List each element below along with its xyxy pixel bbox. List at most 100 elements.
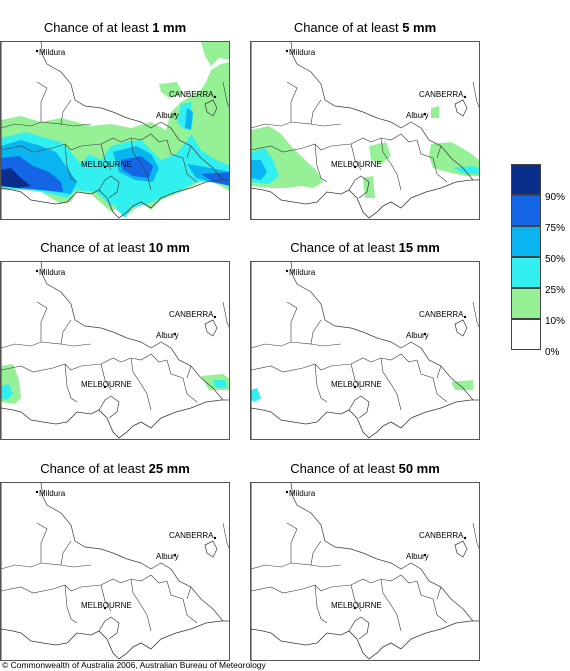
map-svg: Mildura CANBERRA Albury MELBOURNE bbox=[1, 262, 229, 439]
boundary-line bbox=[251, 179, 479, 219]
albury-label: Albury bbox=[406, 331, 429, 340]
boundary-line bbox=[348, 395, 370, 419]
map-svg: Mildura CANBERRA Albury MELBOURNE bbox=[1, 483, 229, 660]
boundary-line bbox=[36, 301, 48, 342]
boundary-line bbox=[166, 139, 198, 183]
mildura-label: Mildura bbox=[289, 489, 316, 498]
albury-marker-icon bbox=[423, 553, 427, 557]
canberra-marker-icon bbox=[213, 95, 217, 99]
boundary-line bbox=[98, 395, 120, 419]
mildura-marker-icon bbox=[285, 269, 289, 273]
legend-label: 90% bbox=[545, 192, 566, 203]
albury-label: Albury bbox=[156, 331, 179, 340]
legend-label: 0% bbox=[545, 347, 560, 358]
rainfall-map: Mildura CANBERRA Albury MELBOURNE bbox=[0, 482, 230, 661]
albury-marker-icon bbox=[173, 112, 177, 116]
boundary-line bbox=[380, 137, 402, 191]
boundary-line bbox=[60, 343, 92, 347]
boundary-line bbox=[60, 123, 92, 127]
mildura-label: Mildura bbox=[289, 48, 316, 57]
boundary-line bbox=[40, 483, 224, 622]
panel-title: Chance of at least 25 mm bbox=[40, 461, 190, 476]
rainfall-map: Mildura CANBERRA Albury MELBOURNE bbox=[250, 41, 480, 220]
boundary-line bbox=[286, 301, 298, 342]
melbourne-label: MELBOURNE bbox=[81, 380, 132, 389]
boundary-line bbox=[130, 357, 152, 411]
boundary-line bbox=[370, 133, 418, 143]
boundary-line bbox=[251, 319, 322, 349]
boundary-line bbox=[370, 574, 418, 584]
canberra-marker-icon bbox=[213, 536, 217, 540]
city-markers: Mildura CANBERRA Albury MELBOURNE bbox=[35, 489, 217, 610]
rainfall-map: Mildura CANBERRA Albury MELBOURNE bbox=[250, 261, 480, 440]
boundary-line bbox=[286, 81, 298, 122]
canberra-label: CANBERRA bbox=[169, 531, 214, 540]
boundary-line bbox=[290, 483, 474, 622]
legend-label: 75% bbox=[545, 223, 566, 234]
boundary-line bbox=[36, 81, 48, 122]
legend-swatch-50 bbox=[511, 226, 541, 257]
mildura-marker-icon bbox=[35, 490, 39, 494]
boundary-line bbox=[251, 578, 372, 594]
probability-region bbox=[213, 380, 227, 388]
boundary-line bbox=[286, 522, 298, 563]
boundary-lines bbox=[251, 42, 479, 219]
boundary-line bbox=[380, 357, 402, 411]
boundary-line bbox=[436, 145, 442, 159]
albury-marker-icon bbox=[423, 112, 427, 116]
map-svg: Mildura CANBERRA Albury MELBOURNE bbox=[251, 42, 479, 219]
copyright-notice: © Commonwealth of Australia 2006, Austra… bbox=[2, 660, 266, 670]
melbourne-marker-icon bbox=[353, 606, 357, 610]
boundary-line bbox=[454, 540, 468, 558]
probability-region bbox=[1, 168, 31, 188]
boundary-line bbox=[1, 578, 122, 594]
boundary-line bbox=[204, 540, 218, 558]
mildura-label: Mildura bbox=[39, 48, 66, 57]
boundary-line bbox=[436, 586, 442, 600]
mildura-label: Mildura bbox=[39, 268, 66, 277]
boundary-line bbox=[472, 301, 479, 328]
boundary-line bbox=[130, 137, 152, 191]
boundary-line bbox=[350, 363, 362, 391]
albury-marker-icon bbox=[423, 332, 427, 336]
boundary-line bbox=[130, 578, 152, 632]
probability-region bbox=[109, 190, 131, 218]
boundary-line bbox=[100, 143, 112, 171]
probability-region bbox=[159, 82, 183, 98]
canberra-label: CANBERRA bbox=[419, 90, 464, 99]
probability-region bbox=[201, 172, 229, 186]
legend-swatch-0 bbox=[511, 319, 541, 350]
boundary-line bbox=[251, 357, 372, 373]
rainfall-map: Mildura CANBERRA Albury MELBOURNE bbox=[250, 482, 480, 661]
canberra-marker-icon bbox=[463, 95, 467, 99]
legend-label: 10% bbox=[545, 316, 566, 327]
boundary-lines bbox=[251, 483, 479, 660]
probability-region bbox=[369, 142, 391, 164]
boundary-line bbox=[1, 399, 229, 439]
boundary-line bbox=[1, 620, 229, 660]
boundary-line bbox=[1, 319, 72, 349]
boundary-line bbox=[1, 179, 229, 219]
mildura-label: Mildura bbox=[39, 489, 66, 498]
probability-region bbox=[453, 166, 479, 174]
boundary-line bbox=[436, 365, 442, 379]
canberra-label: CANBERRA bbox=[169, 310, 214, 319]
probability-legend: 90% 75% 50% 25% 10% 0% bbox=[511, 164, 567, 358]
boundary-line bbox=[204, 99, 218, 117]
boundary-line bbox=[251, 399, 479, 439]
city-markers: Mildura CANBERRA Albury MELBOURNE bbox=[35, 268, 217, 389]
melbourne-marker-icon bbox=[103, 385, 107, 389]
boundary-line bbox=[36, 522, 48, 563]
boundary-line bbox=[98, 616, 120, 640]
probability-shading bbox=[1, 364, 229, 404]
legend-swatch-25 bbox=[511, 257, 541, 288]
melbourne-marker-icon bbox=[103, 165, 107, 169]
canberra-marker-icon bbox=[463, 315, 467, 319]
mildura-marker-icon bbox=[35, 49, 39, 53]
probability-region bbox=[451, 380, 473, 390]
legend-swatch-75 bbox=[511, 195, 541, 226]
boundary-line bbox=[251, 620, 479, 660]
mildura-marker-icon bbox=[35, 269, 39, 273]
probability-region bbox=[121, 156, 153, 178]
mildura-marker-icon bbox=[285, 49, 289, 53]
